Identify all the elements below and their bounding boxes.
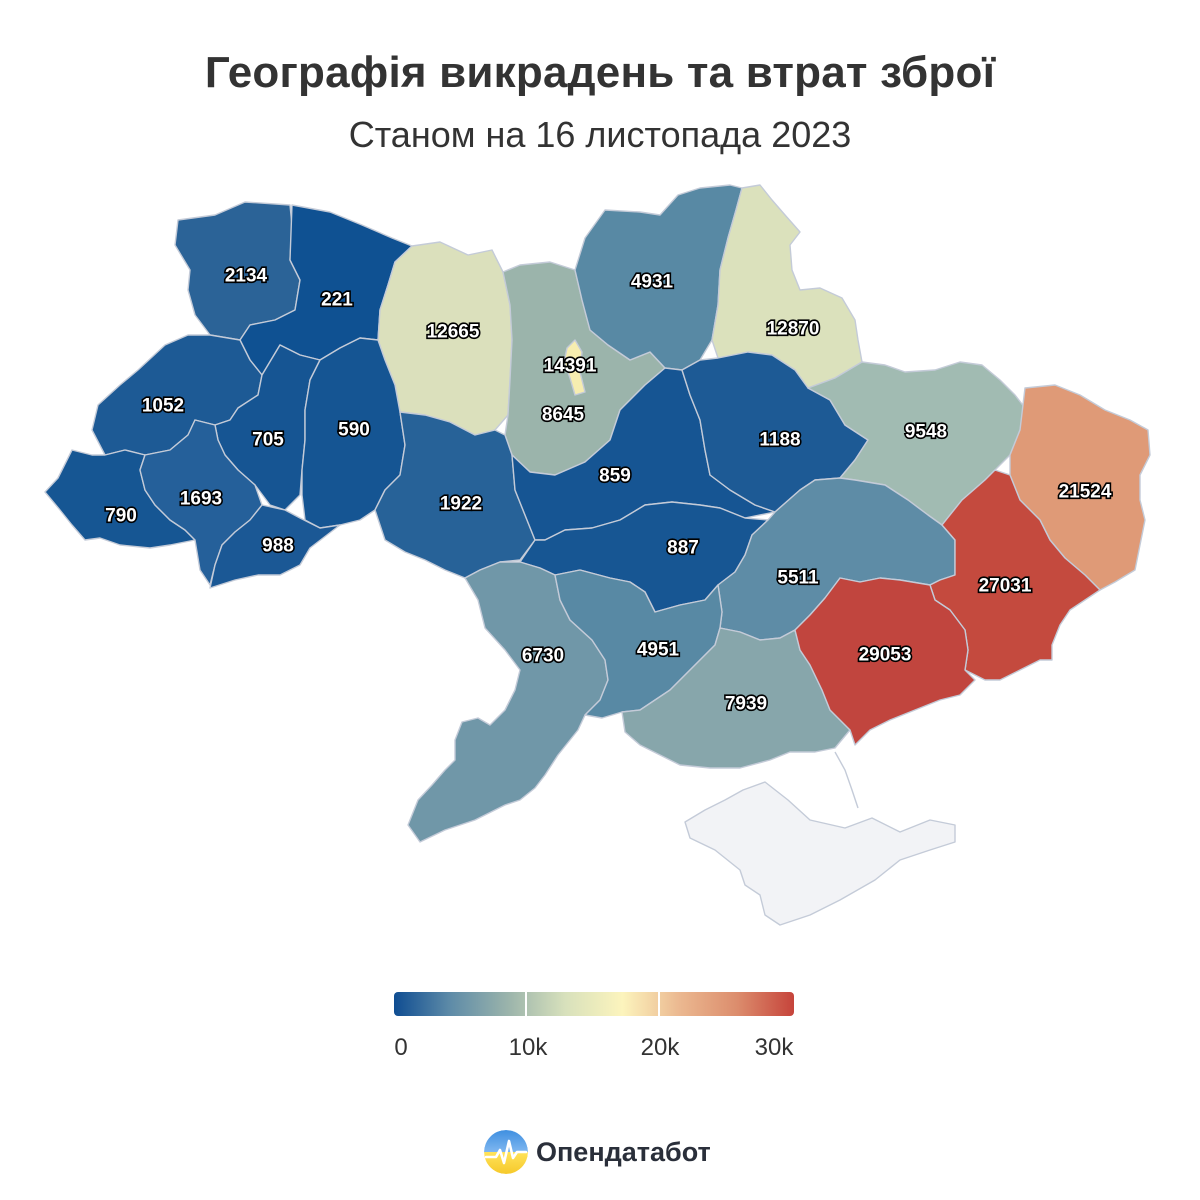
region-value-dnipro: 5511 (777, 568, 819, 589)
region-value-lviv: 1052 (142, 396, 184, 417)
region-value-kherson: 7939 (725, 694, 767, 715)
region-value-ivano-frankivsk: 1693 (180, 489, 222, 510)
legend-tick-0: 0 (394, 1034, 408, 1061)
region-value-zhytomyr: 12665 (427, 322, 480, 343)
region-value-cherkasy: 859 (599, 466, 631, 487)
region-value-volyn: 2134 (225, 266, 268, 287)
legend-color-scale (394, 992, 794, 1016)
brand[interactable]: Опендатабот (484, 1129, 711, 1175)
legend-separator (658, 992, 660, 1016)
legend-gradient (394, 992, 794, 1016)
region-value-donetsk: 27031 (979, 576, 1032, 597)
region-zaporizhzhia[interactable] (794, 577, 976, 746)
region-value-ternopil: 705 (252, 430, 284, 451)
region-chernivtsi[interactable] (209, 504, 341, 589)
region-value-mykolaiv: 4951 (637, 640, 680, 661)
page-subtitle: Станом на 16 листопада 2023 (348, 114, 852, 155)
region-value-luhansk: 21524 (1059, 482, 1112, 503)
legend-tick-30k: 30k (754, 1034, 794, 1061)
legend-separator (525, 992, 527, 1016)
legend-tick-10k: 10k (508, 1034, 548, 1061)
region-value-zakarpattia: 790 (105, 506, 137, 527)
region-value-khmelnytskyi: 590 (338, 420, 370, 441)
region-value-sumy: 12870 (767, 319, 820, 340)
region-value-chernivtsi: 988 (262, 536, 294, 557)
brand-name: Опендатабот (536, 1136, 711, 1167)
arabat-spit (834, 751, 859, 809)
page-title: Географія викрадень та втрат зброї (204, 48, 996, 97)
region-value-poltava: 1188 (759, 430, 800, 451)
legend-tick-20k: 20k (640, 1034, 680, 1061)
region-value-vinnytsia: 1922 (440, 494, 482, 515)
region-value-chernihiv: 4931 (631, 272, 674, 293)
region-value-kyiv-city: 8645 (542, 405, 585, 426)
region-value-rivne: 221 (321, 290, 353, 311)
region-value-odesa: 6730 (522, 646, 564, 667)
opendatabot-logo-icon (484, 1130, 528, 1174)
region-value-kharkiv: 9548 (905, 422, 947, 443)
region-value-kyiv-obl: 14391 (544, 356, 597, 377)
region-kyiv-city[interactable] (563, 339, 586, 396)
region-value-kirovohrad: 887 (667, 538, 699, 559)
region-crimea[interactable] (684, 781, 956, 926)
region-value-zaporizhzhia: 29053 (859, 645, 912, 666)
